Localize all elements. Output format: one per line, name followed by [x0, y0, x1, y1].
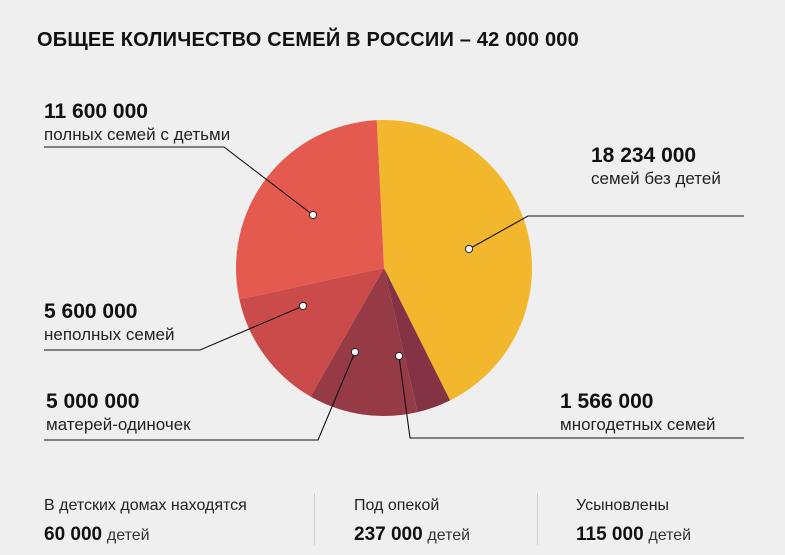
chart-title: ОБЩЕЕ КОЛИЧЕСТВО СЕМЕЙ В РОССИИ – 42 000…: [37, 29, 579, 51]
stat-adopted: Усыновлены 115 000 детей: [576, 496, 691, 546]
stat-unit: детей: [648, 527, 692, 544]
leader-line-full-families: [44, 146, 314, 216]
label-text: неполных семей: [44, 325, 175, 344]
label-multi-child: 1 566 000 многодетных семей: [560, 390, 715, 436]
stat-value: 115 000: [576, 524, 644, 545]
slice-incomplete: [239, 268, 384, 397]
label-value: 18 234 000: [591, 144, 697, 167]
marker-single-mothers: [350, 347, 360, 357]
label-text: многодетных семей: [560, 415, 716, 434]
label-no-children: 18 234 000 семей без детей: [591, 144, 721, 190]
leader-line-incomplete: [44, 305, 304, 351]
label-text: полных семей с детьми: [44, 125, 231, 144]
marker-multi-child: [394, 351, 404, 361]
divider: [314, 493, 315, 545]
slice-single-mothers: [310, 268, 418, 417]
label-value: 5 600 000: [44, 300, 138, 323]
stat-unit: детей: [427, 527, 471, 544]
label-value: 1 566 000: [560, 390, 654, 413]
label-value: 5 000 000: [46, 390, 140, 413]
stat-unit: детей: [106, 527, 150, 544]
stat-orphanages: В детских домах находятся 60 000 детей: [44, 496, 247, 546]
slice-multi-child: [384, 268, 451, 413]
label-full-families: 11 600 000 полных семей с детьми: [44, 100, 230, 146]
leader-line-no-children: [468, 215, 744, 250]
leader-line-single-mothers: [44, 351, 356, 441]
stat-caption: В детских домах находятся: [44, 497, 247, 514]
marker-incomplete: [298, 301, 308, 311]
label-text: семей без детей: [591, 169, 721, 188]
stat-caption: Под опекой: [354, 497, 440, 514]
marker-full-families: [308, 210, 318, 220]
slice-no-children: [376, 120, 533, 401]
divider: [537, 493, 538, 545]
stat-caption: Усыновлены: [576, 497, 670, 514]
slice-full-families: [236, 120, 384, 300]
marker-no-children: [464, 244, 474, 254]
label-incomplete: 5 600 000 неполных семей: [44, 300, 174, 346]
stat-value: 60 000: [44, 524, 103, 545]
label-text: матерей-одиночек: [46, 415, 191, 434]
stat-guardianship: Под опекой 237 000 детей: [354, 496, 470, 546]
label-value: 11 600 000: [44, 100, 148, 123]
label-single-mothers: 5 000 000 матерей-одиночек: [46, 390, 191, 436]
stat-value: 237 000: [354, 524, 423, 545]
leader-line-multi-child: [398, 355, 744, 439]
